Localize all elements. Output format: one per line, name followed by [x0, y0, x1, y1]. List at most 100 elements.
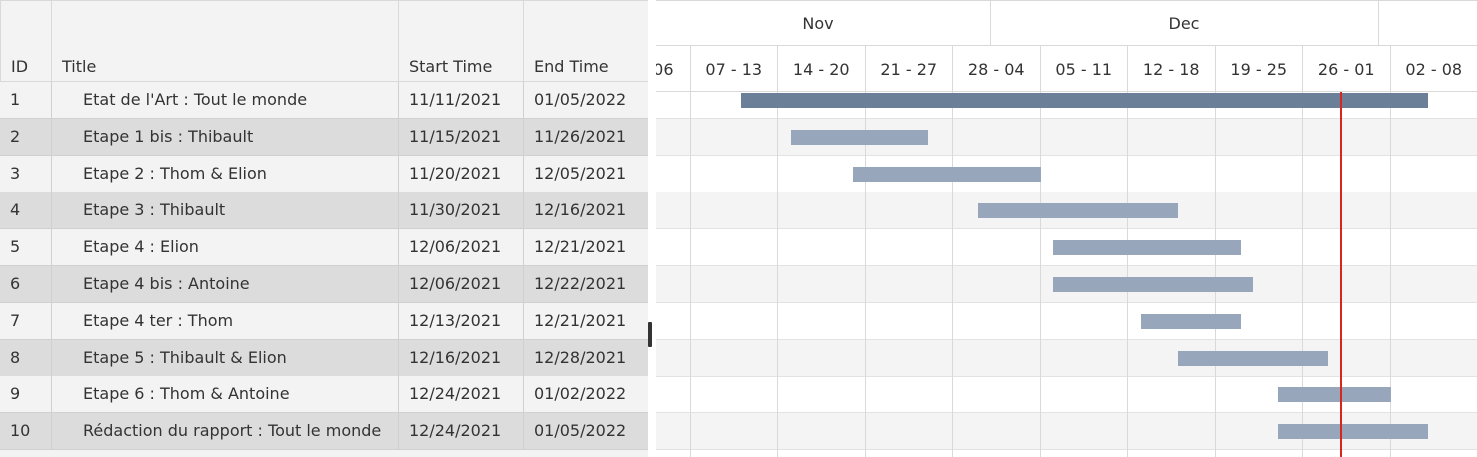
task-bar[interactable] — [1053, 240, 1241, 256]
gantt-timeline: Nov Dec 06 07 - 13 14 - 20 21 - 27 28 - 04 05… — [656, 0, 1477, 457]
cell-end-time: 12/16/2021 — [523, 192, 648, 229]
table-row[interactable]: 2 Etape 1 bis : Thibault 11/15/2021 11/26/2… — [0, 118, 648, 156]
cell-title: Etape 4 bis : Antoine — [51, 266, 399, 302]
task-bar[interactable] — [1278, 424, 1428, 440]
cell-end-time: 12/21/2021 — [523, 229, 648, 266]
column-header-start-time[interactable]: Start Time — [398, 0, 524, 82]
week-gridline — [1214, 92, 1216, 457]
table-row[interactable]: 3 Etape 2 : Thom & Elion 11/20/2021 12/05/2… — [0, 155, 648, 193]
week-header: 21 - 27 — [865, 46, 953, 92]
table-row[interactable]: 1 Etat de l'Art : Tout le monde 11/11/2021… — [0, 82, 648, 119]
table-row[interactable]: 8 Etape 5 : Thibault & Elion 12/16/2021 12/… — [0, 339, 648, 377]
table-row[interactable]: 10 Rédaction du rapport : Tout le monde 12… — [0, 413, 648, 451]
cell-title: Etape 4 : Elion — [51, 229, 399, 266]
cell-id: 10 — [10, 421, 31, 441]
week-gridline — [777, 92, 778, 457]
cell-id: 6 — [10, 274, 21, 293]
task-bar[interactable] — [1140, 313, 1241, 329]
cell-start-time: 11/20/2021 — [398, 155, 524, 192]
cell-start-time: 12/16/2021 — [398, 339, 524, 376]
table-row[interactable]: 9 Etape 6 : Thom & Antoine 12/24/2021 01/02… — [0, 376, 648, 414]
week-gridline — [1127, 92, 1128, 457]
table-row[interactable]: 6 Etape 4 bis : Antoine 12/06/2021 12/22/20… — [0, 266, 648, 303]
cell-start-time: 11/15/2021 — [398, 118, 524, 155]
week-gridline — [952, 92, 953, 457]
table-row[interactable]: 5 Etape 4 : Elion 12/06/2021 12/21/2021 — [0, 229, 648, 267]
week-gridline — [689, 92, 691, 457]
gantt-row — [656, 376, 1477, 414]
week-header: 06 — [656, 46, 691, 92]
table-row[interactable]: 4 Etape 3 : Thibault 11/30/2021 12/16/2021 — [0, 192, 648, 230]
task-bar[interactable] — [1278, 387, 1391, 403]
week-gridline — [1389, 92, 1391, 457]
gantt-row — [656, 339, 1477, 377]
cell-end-time: 01/02/2022 — [523, 376, 648, 413]
gantt-row — [656, 156, 1477, 193]
week-header: 26 - 01 — [1303, 46, 1391, 92]
cell-start-time: 12/06/2021 — [398, 266, 524, 302]
column-header-start-label: Start Time — [409, 57, 493, 76]
cell-title: Etape 6 : Thom & Antoine — [51, 376, 399, 413]
cell-end-time: 01/05/2022 — [523, 413, 648, 450]
column-header-title[interactable]: Title — [51, 0, 399, 82]
column-header-title-label: Title — [62, 57, 97, 76]
task-bar[interactable] — [790, 129, 928, 145]
grid-splitter-handle[interactable] — [648, 322, 652, 347]
cell-title: Etat de l'Art : Tout le monde — [51, 82, 399, 118]
cell-id: 2 — [10, 126, 21, 146]
column-header-id[interactable]: ID — [0, 0, 52, 82]
week-gridline — [1302, 92, 1303, 457]
cell-end-time: 12/05/2021 — [523, 155, 648, 192]
column-header-end-label: End Time — [534, 57, 609, 76]
cell-start-time: 11/30/2021 — [398, 192, 524, 229]
cell-start-time: 12/13/2021 — [398, 302, 524, 339]
cell-id: 7 — [10, 310, 21, 330]
gantt-row — [656, 82, 1477, 119]
task-bar[interactable] — [1178, 350, 1328, 366]
task-bar[interactable] — [978, 203, 1178, 219]
table-row[interactable]: 7 Etape 4 ter : Thom 12/13/2021 12/21/2021 — [0, 302, 648, 340]
cell-title: Rédaction du rapport : Tout le monde — [51, 413, 399, 450]
cell-end-time: 12/21/2021 — [523, 302, 648, 339]
week-header: 07 - 13 — [690, 46, 778, 92]
week-gridline — [864, 92, 866, 457]
cell-title: Etape 4 ter : Thom — [51, 302, 399, 339]
week-header: 14 - 20 — [778, 46, 866, 92]
gantt-row — [656, 118, 1477, 156]
cell-title: Etape 5 : Thibault & Elion — [51, 339, 399, 376]
month-label: Dec — [1168, 14, 1200, 33]
cell-id: 3 — [10, 163, 21, 183]
column-header-end-time[interactable]: End Time — [523, 0, 648, 82]
week-gridline — [1039, 92, 1041, 457]
week-header: 02 - 08 — [1390, 46, 1477, 92]
month-header-dec: Dec — [990, 0, 1379, 46]
gantt-row — [656, 303, 1477, 340]
cell-start-time: 12/06/2021 — [398, 229, 524, 266]
week-header: 19 - 25 — [1215, 46, 1303, 92]
cell-start-time: 12/24/2021 — [398, 413, 524, 450]
cell-title: Etape 3 : Thibault — [51, 192, 399, 229]
cell-id: 5 — [10, 237, 21, 257]
task-bar[interactable] — [1053, 277, 1253, 292]
month-header-nov: Nov — [656, 0, 991, 46]
task-grid: ID Title Start Time End Time 1 Etat de l'… — [0, 0, 648, 457]
task-bar[interactable] — [853, 166, 1041, 182]
task-bar[interactable] — [740, 93, 1428, 108]
week-header: 05 - 11 — [1040, 46, 1128, 92]
today-marker-line — [1339, 92, 1342, 457]
cell-title: Etape 2 : Thom & Elion — [51, 155, 399, 192]
cell-id: 4 — [10, 200, 21, 220]
cell-id: 1 — [10, 90, 21, 109]
column-header-id-label: ID — [11, 57, 29, 76]
gantt-row — [656, 229, 1477, 267]
cell-end-time: 01/05/2022 — [523, 82, 648, 118]
month-header-jan — [1378, 0, 1477, 46]
cell-title: Etape 1 bis : Thibault — [51, 118, 399, 155]
cell-id: 8 — [10, 347, 21, 367]
cell-end-time: 11/26/2021 — [523, 118, 648, 155]
cell-end-time: 12/22/2021 — [523, 266, 648, 302]
cell-start-time: 11/11/2021 — [398, 82, 524, 118]
cell-end-time: 12/28/2021 — [523, 339, 648, 376]
month-label: Nov — [802, 14, 834, 33]
cell-start-time: 12/24/2021 — [398, 376, 524, 413]
